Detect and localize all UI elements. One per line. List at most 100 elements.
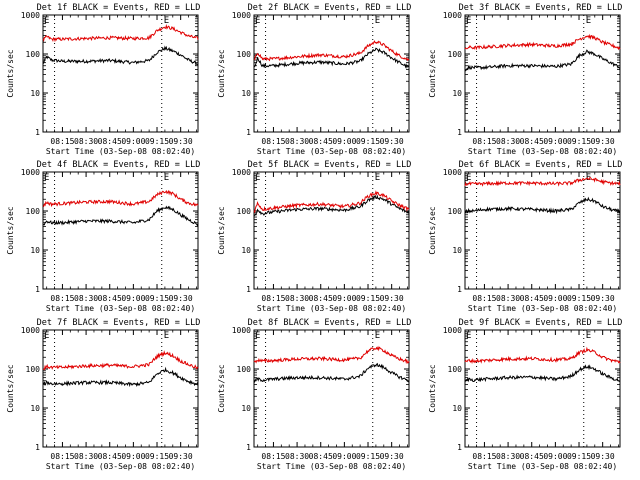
x-tick-label: 08:45 <box>309 137 333 146</box>
plot-frame <box>253 329 410 448</box>
event-marker-label: E <box>466 16 471 26</box>
x-tick-label: 08:45 <box>98 294 122 303</box>
series-line-events <box>464 364 621 383</box>
x-tick-label: 08:30 <box>74 294 98 303</box>
y-tick-label: 100 <box>448 207 463 216</box>
series-line-lld <box>253 345 410 365</box>
event-marker-label: E <box>586 331 591 341</box>
x-axis-label: Start Time (03-Sep-08 08:02:40) <box>257 147 406 156</box>
series-line-events <box>42 205 199 227</box>
x-tick-label: 08:15 <box>50 452 74 461</box>
x-tick-label: 08:30 <box>496 452 520 461</box>
x-tick-label: 08:30 <box>496 137 520 146</box>
x-tick-label: 09:15 <box>356 294 380 303</box>
y-tick-label: 1 <box>246 443 251 452</box>
x-tick-label: 09:15 <box>356 452 380 461</box>
x-tick-label: 08:30 <box>285 294 309 303</box>
y-axis-label: Counts/sec <box>6 49 15 97</box>
series-line-events <box>253 362 410 383</box>
y-axis-label: Counts/sec <box>217 206 226 254</box>
plot-frame <box>464 329 621 448</box>
y-tick-label: 1 <box>457 128 462 137</box>
y-tick-label: 10 <box>241 89 251 98</box>
event-marker-label: E <box>44 173 49 183</box>
y-tick-label: 10 <box>452 246 462 255</box>
panel-title: Det 9f BLACK = Events, RED = LLD <box>459 318 623 328</box>
x-tick-label: 09:30 <box>380 137 404 146</box>
series-line-events <box>42 366 199 388</box>
y-axis-label: Counts/sec <box>6 206 15 254</box>
plot-frame <box>464 171 621 290</box>
event-marker-label: E <box>255 173 260 183</box>
series-line-events <box>253 47 410 69</box>
panel-8: Det 8f BLACK = Events, RED = LLD 1 10 100 10… <box>217 318 411 471</box>
x-tick-label: 08:15 <box>472 452 496 461</box>
y-tick-label: 100 <box>237 50 252 59</box>
series-line-events <box>464 196 621 215</box>
plot-frame <box>42 329 199 448</box>
y-tick-label: 100 <box>237 207 252 216</box>
event-marker-label: E <box>586 173 591 183</box>
plot-frame <box>42 171 199 290</box>
x-tick-label: 08:45 <box>520 137 544 146</box>
x-tick-label: 08:15 <box>50 137 74 146</box>
x-tick-label: 08:45 <box>309 294 333 303</box>
series-line-lld <box>464 33 621 51</box>
x-axis-label: Start Time (03-Sep-08 08:02:40) <box>257 462 406 471</box>
event-marker-label: E <box>44 16 49 26</box>
x-axis-label: Start Time (03-Sep-08 08:02:40) <box>46 304 195 313</box>
plot-frame <box>253 171 410 290</box>
x-tick-label: 09:30 <box>169 137 193 146</box>
y-tick-label: 1000 <box>21 11 40 20</box>
series-line-lld <box>42 189 199 208</box>
y-axis-label: Counts/sec <box>428 206 437 254</box>
y-tick-label: 100 <box>26 207 41 216</box>
x-tick-label: 08:15 <box>50 294 74 303</box>
x-tick-label: 08:15 <box>261 294 285 303</box>
y-tick-label: 100 <box>26 50 41 59</box>
x-tick-label: 09:15 <box>567 294 591 303</box>
x-axis-label: Start Time (03-Sep-08 08:02:40) <box>257 304 406 313</box>
series-line-lld <box>42 350 199 371</box>
y-tick-label: 1000 <box>443 326 462 335</box>
y-axis-label: Counts/sec <box>428 49 437 97</box>
series-line-events <box>42 45 199 66</box>
x-tick-label: 09:00 <box>332 294 356 303</box>
x-axis-label: Start Time (03-Sep-08 08:02:40) <box>468 462 617 471</box>
y-tick-label: 1000 <box>21 326 40 335</box>
event-marker-label: E <box>375 331 380 341</box>
x-tick-label: 09:30 <box>591 452 615 461</box>
event-marker-label: E <box>44 331 49 341</box>
series-line-lld <box>464 177 621 187</box>
y-tick-label: 10 <box>241 246 251 255</box>
plot-frame <box>42 14 199 133</box>
x-tick-label: 09:00 <box>543 294 567 303</box>
x-tick-label: 08:15 <box>261 137 285 146</box>
x-tick-label: 08:30 <box>285 137 309 146</box>
y-tick-label: 1000 <box>232 11 251 20</box>
panel-3: Det 3f BLACK = Events, RED = LLD 1 10 100 10… <box>428 3 622 156</box>
event-marker-label: E <box>255 16 260 26</box>
event-marker-label: E <box>164 173 169 183</box>
panel-7: Det 7f BLACK = Events, RED = LLD 1 10 100 10… <box>6 318 200 471</box>
y-tick-label: 10 <box>30 404 40 413</box>
series-line-lld <box>42 23 199 43</box>
y-tick-label: 10 <box>452 89 462 98</box>
x-tick-label: 09:30 <box>591 294 615 303</box>
x-tick-label: 08:45 <box>309 452 333 461</box>
x-tick-label: 09:30 <box>380 294 404 303</box>
y-tick-label: 100 <box>237 365 252 374</box>
x-tick-label: 09:30 <box>380 452 404 461</box>
y-tick-label: 10 <box>30 89 40 98</box>
y-tick-label: 100 <box>448 365 463 374</box>
x-tick-label: 09:00 <box>121 452 145 461</box>
x-tick-label: 09:15 <box>145 294 169 303</box>
y-tick-label: 1 <box>457 443 462 452</box>
y-tick-label: 100 <box>448 50 463 59</box>
x-tick-label: 09:00 <box>543 452 567 461</box>
x-tick-label: 09:15 <box>567 452 591 461</box>
panel-title: Det 7f BLACK = Events, RED = LLD <box>37 318 201 328</box>
series-line-events <box>253 194 410 217</box>
x-tick-label: 09:15 <box>567 137 591 146</box>
